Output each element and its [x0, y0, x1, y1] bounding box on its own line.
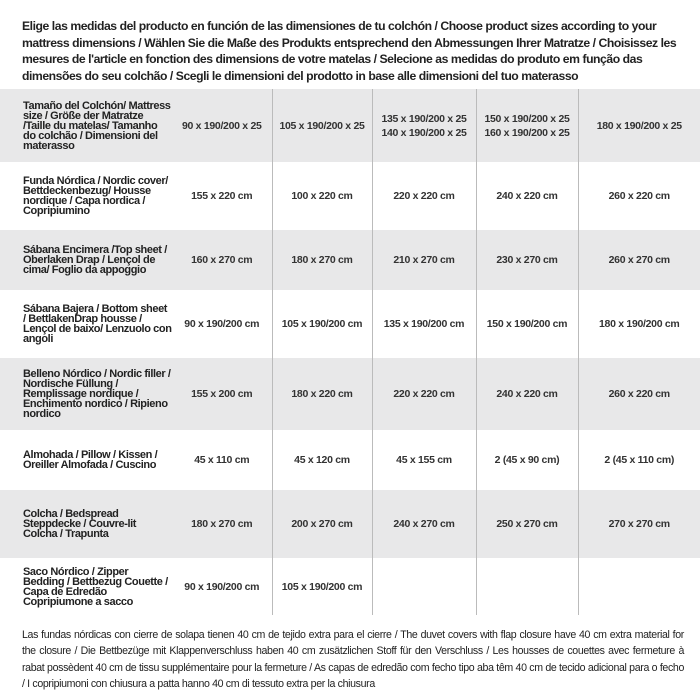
size-cell: 150 x 190/200 cm: [475, 290, 578, 358]
size-cell: 220 x 220 cm: [371, 162, 476, 230]
size-cell: 90 x 190/200 cm: [184, 580, 260, 593]
header-size: 135 x 190/200 x 25 140 x 190/200 x 25: [371, 89, 476, 162]
header-size: 180 x 190/200 x 25: [577, 89, 700, 162]
size-cell: 180 x 270 cm: [172, 490, 272, 558]
size-cell: 90 x 190/200 cm: [184, 318, 260, 330]
footnote: Las fundas nórdicas con cierre de solapa…: [22, 629, 684, 690]
size-cell: 155 x 220 cm: [191, 190, 253, 202]
size-cell: 180 x 220 cm: [271, 358, 372, 430]
size-cell: 270 x 270 cm: [577, 490, 700, 558]
size-cell: 210 x 270 cm: [371, 230, 476, 290]
header-label: Tamaño del Colchón/ Mattress size / Größ…: [0, 89, 172, 162]
size-cell: 260 x 270 cm: [577, 230, 700, 290]
product-label: Belleno Nórdico / Nordic filler / Nordis…: [0, 358, 172, 430]
size-cell: 180 x 270 cm: [271, 230, 372, 290]
size-cell: 105 x 190/200 cm: [271, 558, 372, 615]
size-cell: 240 x 220 cm: [475, 358, 578, 430]
table-row: Saco Nórdico / Zipper Bedding / Bettbezu…: [0, 558, 700, 615]
size-cell: [371, 558, 476, 615]
table-row: Belleno Nórdico / Nordic filler / Nordis…: [0, 358, 700, 430]
header-size: 105 x 190/200 x 25: [271, 89, 372, 162]
size-cell: 100 x 220 cm: [271, 162, 372, 230]
product-label: Saco Nórdico / Zipper Bedding / Bettbezu…: [23, 565, 168, 608]
product-label: Sábana Bajera / Bottom sheet / Bettlaken…: [23, 303, 172, 345]
size-cell: 200 x 270 cm: [271, 490, 372, 558]
size-cell: 45 x 110 cm: [194, 454, 250, 466]
size-cell: 45 x 120 cm: [271, 430, 372, 490]
header-size: 150 x 190/200 x 25 160 x 190/200 x 25: [475, 89, 578, 162]
size-cell: 250 x 270 cm: [475, 490, 578, 558]
size-cell: 135 x 190/200 cm: [371, 290, 476, 358]
size-cell: 260 x 220 cm: [577, 162, 700, 230]
size-cell: 230 x 270 cm: [475, 230, 578, 290]
product-label: Sábana Encimera /Top sheet / Oberlaken D…: [0, 230, 172, 290]
size-cell: [577, 558, 700, 615]
page-title: Elige las medidas del producto en funció…: [22, 19, 677, 83]
size-cell: 105 x 190/200 cm: [271, 290, 372, 358]
size-cell: 220 x 220 cm: [371, 358, 476, 430]
size-cell: 2 (45 x 90 cm): [475, 430, 578, 490]
size-cell: 45 x 155 cm: [371, 430, 476, 490]
size-cell: 155 x 200 cm: [172, 358, 272, 430]
size-cell: 2 (45 x 110 cm): [577, 430, 700, 490]
header-size: 90 x 190/200 x 25: [172, 89, 272, 162]
table-row: Funda Nórdica / Nordic cover/ Bettdecken…: [0, 162, 700, 230]
header-row: Tamaño del Colchón/ Mattress size / Größ…: [0, 89, 700, 162]
size-cell: 180 x 190/200 cm: [577, 290, 700, 358]
table-row: Almohada / Pillow / Kissen / Oreiller Al…: [0, 430, 700, 490]
product-label: Almohada / Pillow / Kissen / Oreiller Al…: [23, 449, 158, 471]
size-cell: 260 x 220 cm: [577, 358, 700, 430]
size-cell: 160 x 270 cm: [172, 230, 272, 290]
size-cell: 240 x 220 cm: [475, 162, 578, 230]
size-table: Tamaño del Colchón/ Mattress size / Größ…: [0, 89, 700, 615]
size-cell: [475, 558, 578, 615]
table-row: Sábana Encimera /Top sheet / Oberlaken D…: [0, 230, 700, 290]
table-row: Sábana Bajera / Bottom sheet / Bettlaken…: [0, 290, 700, 358]
product-label: Colcha / Bedspread Steppdecke / Couvre-l…: [0, 490, 172, 558]
product-label: Funda Nórdica / Nordic cover/ Bettdecken…: [23, 175, 168, 217]
size-cell: 240 x 270 cm: [371, 490, 476, 558]
table-row: Colcha / Bedspread Steppdecke / Couvre-l…: [0, 490, 700, 558]
